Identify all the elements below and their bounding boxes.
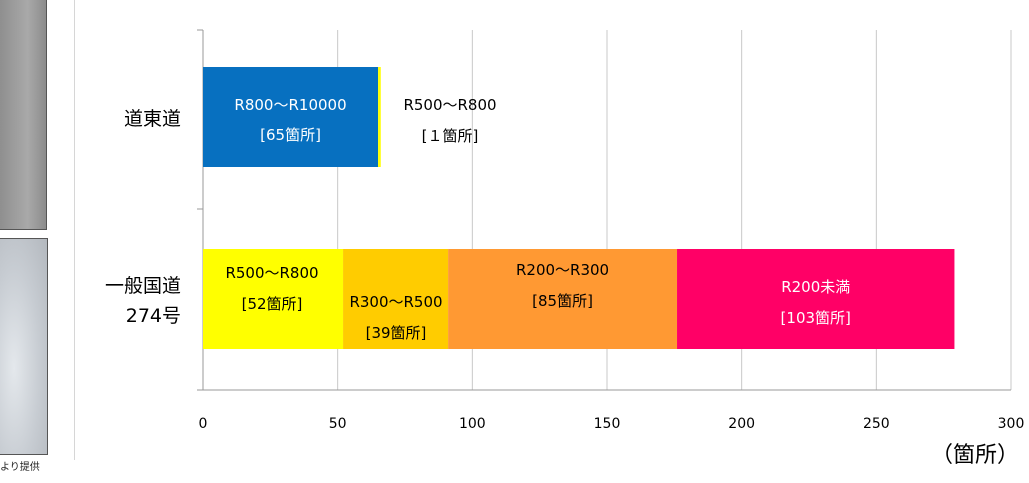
x-tick-label: 0 bbox=[199, 416, 208, 432]
data-label: [85箇所] bbox=[532, 292, 593, 310]
x-tick-label: 250 bbox=[863, 416, 890, 432]
data-label: [52箇所] bbox=[242, 295, 303, 313]
bar-segment bbox=[448, 249, 678, 349]
bar-segment bbox=[343, 249, 449, 349]
x-tick-label: 150 bbox=[594, 416, 621, 432]
data-label: [39箇所] bbox=[366, 324, 427, 342]
x-tick-label: 300 bbox=[998, 416, 1025, 432]
category-label: 274号 bbox=[126, 305, 181, 327]
data-label: R300～R500 bbox=[349, 293, 442, 311]
data-label: R200未満 bbox=[781, 278, 850, 296]
bar-segment bbox=[203, 67, 379, 167]
x-tick-label: 50 bbox=[329, 416, 347, 432]
road-photo-top bbox=[0, 0, 47, 230]
data-label: [103箇所] bbox=[781, 309, 851, 327]
category-label: 一般国道 bbox=[105, 275, 181, 297]
data-labels: R800～R10000 [65箇所] R500～R800 [１箇所] R500～R800… bbox=[225, 96, 850, 342]
x-unit-label: （箇所） bbox=[931, 443, 1019, 468]
data-label: R500～R800 bbox=[403, 96, 496, 114]
road-photo-snow bbox=[0, 238, 48, 455]
bar-segment bbox=[203, 249, 344, 349]
panel-divider bbox=[74, 0, 75, 460]
data-label: R800～R10000 bbox=[234, 96, 346, 114]
data-label: R500～R800 bbox=[225, 264, 318, 282]
data-label: R200～R300 bbox=[516, 261, 609, 279]
bars bbox=[203, 67, 955, 349]
data-label: [65箇所] bbox=[260, 126, 321, 144]
category-label: 道東道 bbox=[124, 108, 181, 130]
bar-segment bbox=[677, 249, 955, 349]
x-tick-labels: 0 50 100 150 200 250 300 bbox=[199, 416, 1025, 432]
data-label: [１箇所] bbox=[422, 127, 479, 145]
x-tick-label: 200 bbox=[728, 416, 755, 432]
bar-segment bbox=[378, 67, 381, 167]
x-tick-label: 100 bbox=[459, 416, 486, 432]
photo-credit: より提供 bbox=[0, 462, 40, 473]
